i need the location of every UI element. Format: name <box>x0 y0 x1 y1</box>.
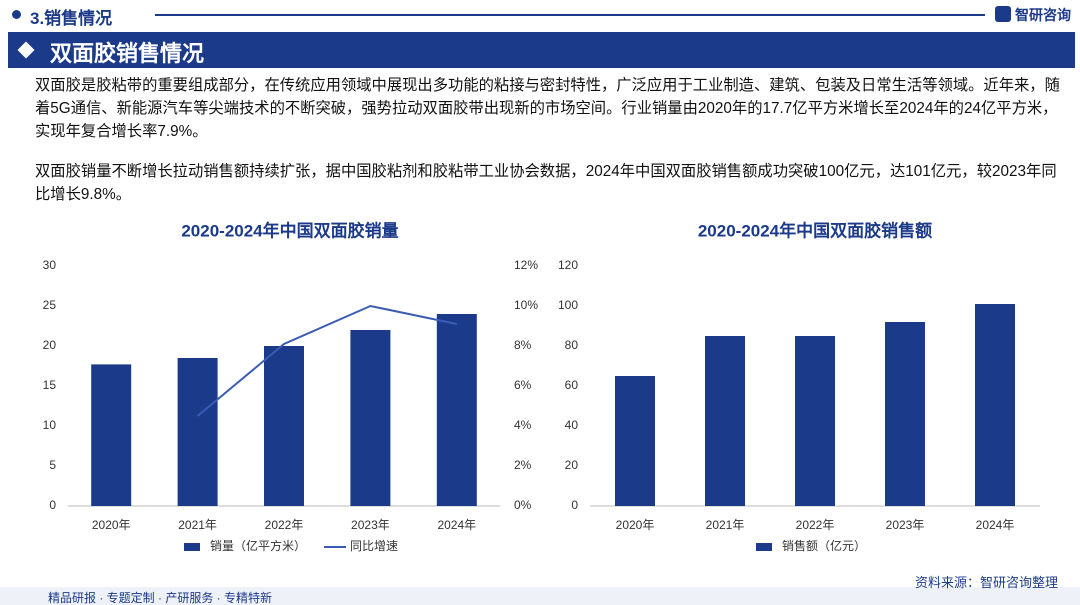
y-tick-label: 20 <box>565 458 579 472</box>
line <box>196 304 458 417</box>
footer-bar <box>0 587 1080 605</box>
y2-tick-label: 2% <box>514 458 532 472</box>
bar <box>615 376 655 506</box>
page-title: 双面胶销售情况 <box>50 41 205 66</box>
dot <box>12 10 21 19</box>
bar <box>177 358 218 506</box>
x-tick-label: 2021年 <box>178 518 217 532</box>
paragraph: 双面胶是胶粘带的重要组成部分，在传统应用领域中展现出多功能的粘接与密封特性，广泛… <box>35 77 1060 140</box>
y-tick-label: 120 <box>558 258 578 272</box>
x-tick-label: 2023年 <box>886 518 925 532</box>
bar <box>91 364 132 506</box>
chart-title: 2020-2024年中国双面胶销量 <box>181 220 398 240</box>
legend-label: 销量（亿平方米） <box>210 538 306 553</box>
bar <box>975 304 1015 506</box>
chart-title: 2020-2024年中国双面胶销售额 <box>698 220 932 240</box>
bar <box>705 336 745 506</box>
title-bar <box>8 32 1075 68</box>
x-tick-label: 2024年 <box>976 518 1015 532</box>
y-tick-label: 0 <box>49 498 56 512</box>
y-tick-label: 10 <box>43 418 57 432</box>
legend-label: 销售额（亿元） <box>782 538 866 553</box>
y-tick-label: 20 <box>43 338 57 352</box>
section-label: 3.销售情况 <box>30 9 113 28</box>
bar <box>264 346 304 506</box>
y2-tick-label: 8% <box>514 338 532 352</box>
bar <box>436 314 477 506</box>
y2-tick-label: 4% <box>514 418 532 432</box>
footer: 精品研报 · 专题定制 · 产研服务 · 专精特新 <box>48 591 272 605</box>
legend-swatch <box>184 543 200 551</box>
y-tick-label: 0 <box>571 498 578 512</box>
source: 资料来源：智研咨询整理 <box>914 575 1058 590</box>
y2-tick-label: 10% <box>514 298 538 312</box>
bar <box>350 330 391 506</box>
y-tick-label: 40 <box>565 418 579 432</box>
y-tick-label: 80 <box>565 338 579 352</box>
paragraph: 双面胶销量不断增长拉动销售额持续扩张，据中国胶粘剂和胶粘带工业协会数据，2024… <box>35 163 1057 203</box>
rule <box>155 14 985 16</box>
x-tick-label: 2020年 <box>92 518 131 532</box>
bar <box>885 322 925 506</box>
y-tick-label: 60 <box>565 378 579 392</box>
logo <box>995 6 1011 22</box>
x-tick-label: 2020年 <box>616 518 655 532</box>
y-tick-label: 5 <box>49 458 56 472</box>
y-tick-label: 25 <box>43 298 57 312</box>
y2-tick-label: 0% <box>514 498 532 512</box>
bar <box>795 336 835 506</box>
x-tick-label: 2022年 <box>796 518 835 532</box>
legend-label: 同比增速 <box>350 539 398 553</box>
x-tick-label: 2021年 <box>706 518 745 532</box>
x-tick-label: 2022年 <box>265 518 304 532</box>
y-tick-label: 100 <box>558 298 578 312</box>
y2-tick-label: 6% <box>514 378 532 392</box>
x-tick-label: 2024年 <box>437 518 476 532</box>
legend-swatch <box>756 543 772 551</box>
brand: 智研咨询 <box>1015 7 1071 23</box>
charts: 2020-2024年中国双面胶销量 0 5 10 15 20 25 30 0% 2% 4% 6% 8% 1… <box>43 220 1040 553</box>
y-tick-label: 15 <box>43 378 57 392</box>
y-tick-label: 30 <box>43 258 57 272</box>
x-tick-label: 2023年 <box>351 518 390 532</box>
y2-tick-label: 12% <box>514 258 538 272</box>
